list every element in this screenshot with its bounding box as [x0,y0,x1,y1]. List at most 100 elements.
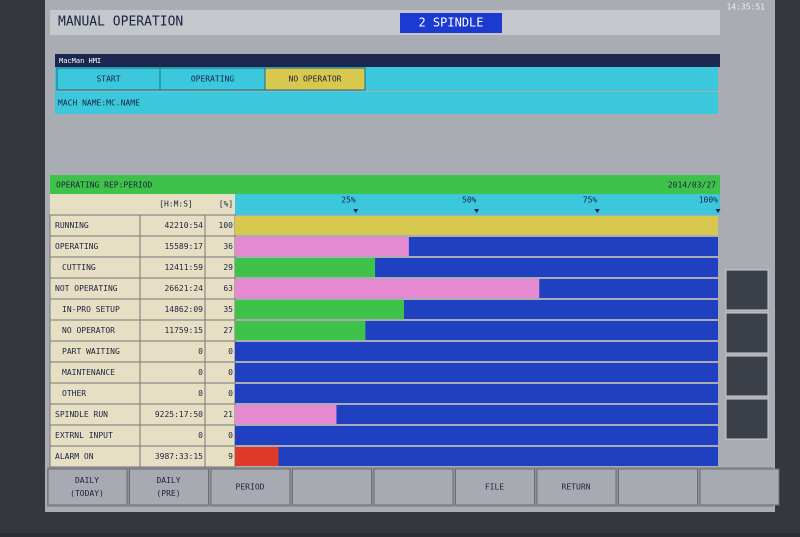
row-label: MAINTENANCE [62,368,115,377]
row-time: 0 [198,389,203,398]
time-header: [H:M:S] [159,200,193,209]
bar [235,279,540,298]
row-percent: 0 [228,368,233,377]
tick-mark [715,209,721,213]
x-tick-label: 50% [462,196,477,205]
row-label: OPERATING [55,242,99,251]
softkey[interactable] [618,468,698,506]
row-percent: 29 [223,263,233,272]
softkey-label: DAILY [75,476,99,485]
icon-osp[interactable] [725,269,769,311]
row-time: 0 [198,431,203,440]
row-label: CUTTING [62,263,96,272]
row-percent: 35 [223,305,233,314]
status-tab[interactable] [264,67,366,91]
bar [235,447,279,466]
row-label: PART WAITING [62,347,120,356]
tick-mark [594,209,600,213]
row-label: NO OPERATOR [62,326,115,335]
bar [235,237,409,256]
row-percent: 36 [223,242,233,251]
icon-window[interactable] [725,398,769,440]
softkey[interactable] [699,468,780,506]
column-header [50,194,235,215]
tick-mark [353,209,359,213]
row-percent: 0 [228,431,233,440]
softkey-label: RETURN [562,483,591,492]
row-time: 9225:17:50 [155,410,203,419]
header-title: MANUAL OPERATION [58,15,183,30]
bar-track [235,342,718,361]
row-percent: 9 [228,452,233,461]
machine-bar [55,92,718,114]
bar-track [235,384,718,403]
row-percent: 0 [228,389,233,398]
mode: 2 SPINDLE [418,16,483,30]
softkey-label: (PRE) [156,489,180,498]
row-time: 0 [198,368,203,377]
row-time-cell [139,340,206,363]
status-tab-label: NO OPERATOR [289,75,342,84]
report-date: 2014/03/27 [668,181,716,190]
softkey-label: (TODAY) [70,489,104,498]
report-title: OPERATING REP:PERIOD [56,181,153,190]
x-tick-label: 100% [699,196,718,205]
row-label: IN-PRO SETUP [62,305,120,314]
row-label: NOT OPERATING [55,284,118,293]
row-percent: 27 [223,326,233,335]
bar [235,216,718,235]
softkey[interactable] [373,468,454,506]
bar [235,258,376,277]
row-time: 14862:09 [164,305,203,314]
icon-tool[interactable] [725,312,769,354]
softkey-label: DAILY [156,476,180,485]
row-label: EXTRNL INPUT [55,431,113,440]
header-bar [50,10,720,35]
machine-name: MACH NAME:MC.NAME [58,99,140,108]
row-time: 15589:17 [164,242,203,251]
row-time: 12411:59 [164,263,203,272]
softkey[interactable] [536,468,617,506]
x-tick-label: 75% [583,196,598,205]
row-percent: 0 [228,347,233,356]
icon-help[interactable] [725,355,769,397]
bar-track [235,363,718,382]
row-time: 26621:24 [164,284,203,293]
status-tab-label: OPERATING [191,75,235,84]
bar [235,300,405,319]
status-tab-label: START [96,75,120,84]
row-time-cell [139,361,206,384]
tick-mark [474,209,479,213]
softkey[interactable] [47,468,128,506]
row-label: OTHER [62,389,86,398]
softkey[interactable] [292,468,372,506]
row-time-cell [139,424,206,447]
bar-track [235,426,718,445]
softkey[interactable] [455,468,535,506]
row-time: 11759:15 [164,326,203,335]
row-percent: 63 [223,284,233,293]
x-tick-label: 25% [341,196,356,205]
mode-box [400,13,502,33]
row-percent: 21 [223,410,233,419]
window-title-bar [55,54,720,67]
side-icons [725,269,769,440]
row-percent: 100 [219,221,234,230]
report-bar [50,175,720,194]
softkey-label: PERIOD [236,483,265,492]
bar [235,321,366,340]
row-time: 0 [198,347,203,356]
softkey-label: FILE [485,483,504,492]
row-label: RUNNING [55,221,89,230]
row-time: 3987:33:15 [155,452,203,461]
softkey[interactable] [129,468,209,506]
bar-track [235,405,718,424]
percent-header: [%] [219,200,233,209]
softkey[interactable] [210,468,291,506]
row-time: 42210:54 [164,221,203,230]
bar-track [235,447,718,466]
bar [235,405,337,424]
window-title: MacMan HMI [59,57,101,65]
row-label: SPINDLE RUN [55,410,108,419]
